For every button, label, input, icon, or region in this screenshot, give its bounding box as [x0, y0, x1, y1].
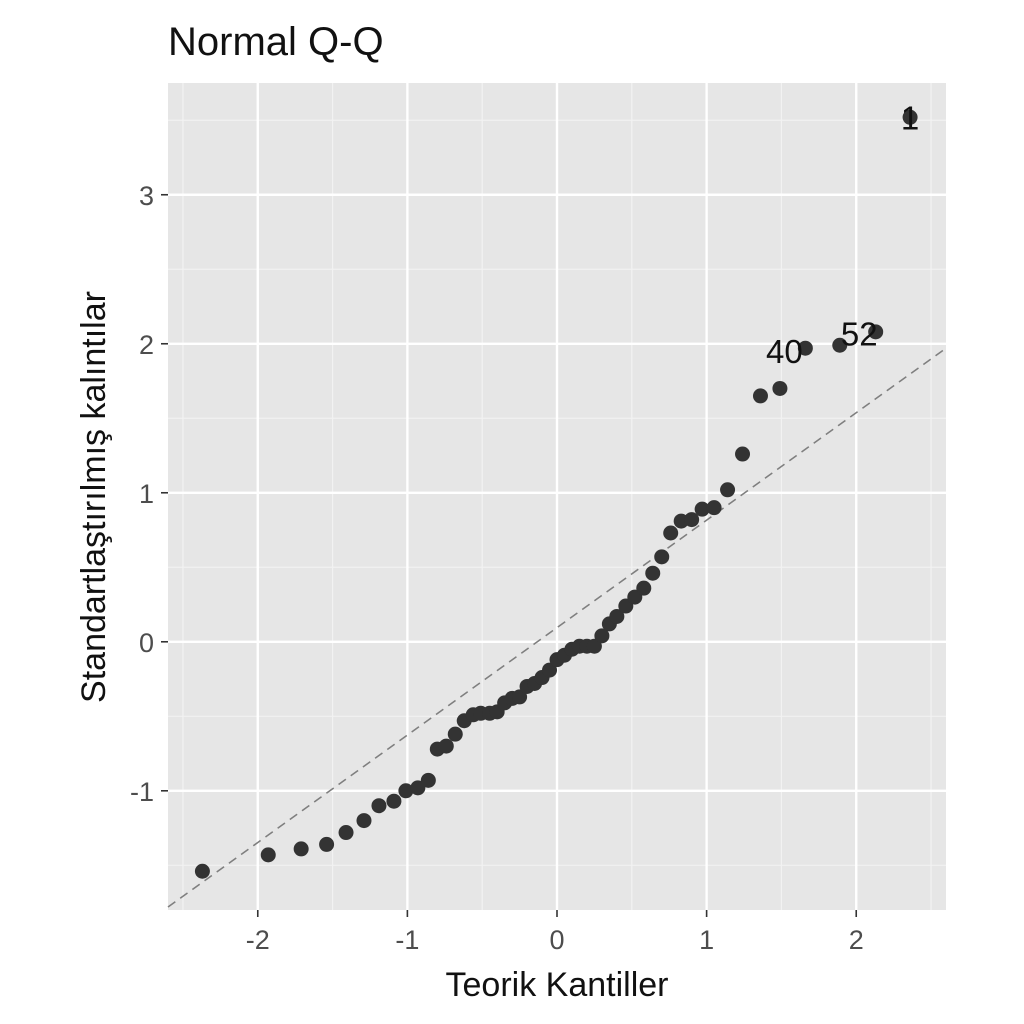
y-tick-label: 2 — [139, 330, 154, 360]
point-labels: 40 52 1 — [766, 99, 919, 370]
data-point — [720, 482, 736, 498]
y-tick-label: 0 — [139, 628, 154, 658]
point-label: 52 — [841, 315, 878, 352]
point-label: 1 — [901, 99, 919, 136]
data-point — [654, 549, 670, 565]
data-point — [594, 628, 610, 644]
data-point — [832, 337, 848, 353]
data-point — [868, 324, 884, 340]
data-point — [735, 446, 751, 462]
data-point — [447, 726, 463, 742]
x-axis: -2 -1 0 1 2 — [246, 910, 864, 955]
data-point — [319, 836, 335, 852]
data-point — [663, 525, 679, 541]
data-point — [902, 109, 918, 125]
data-point — [194, 863, 210, 879]
data-point — [609, 608, 625, 624]
data-point — [338, 825, 354, 841]
point-label: 40 — [766, 333, 803, 370]
x-tick-label: 1 — [699, 925, 714, 955]
data-points — [194, 109, 918, 879]
data-point — [386, 793, 402, 809]
data-point — [438, 738, 454, 754]
data-point — [356, 813, 372, 829]
x-tick-label: -1 — [395, 925, 419, 955]
data-point — [706, 500, 722, 516]
chart-title: Normal Q-Q — [168, 20, 384, 64]
data-point — [512, 689, 528, 705]
y-tick-label: -1 — [130, 777, 154, 807]
data-point — [542, 662, 558, 678]
data-point — [410, 780, 426, 796]
x-tick-label: 0 — [549, 925, 564, 955]
y-tick-label: 3 — [139, 181, 154, 211]
data-point — [694, 501, 710, 517]
y-tick-label: 1 — [139, 479, 154, 509]
x-axis-title: Teorik Kantiller — [446, 966, 669, 1004]
y-axis: -1 0 1 2 3 — [130, 181, 168, 807]
x-tick-label: -2 — [246, 925, 270, 955]
y-axis-title: Standartlaştırılmış kalıntılar — [75, 291, 113, 703]
data-point — [371, 798, 387, 814]
data-point — [293, 841, 309, 857]
data-point — [645, 565, 661, 581]
major-gridlines — [168, 83, 946, 910]
reference-line — [167, 347, 947, 908]
data-point — [797, 340, 813, 356]
x-tick-label: 2 — [849, 925, 864, 955]
data-point — [260, 847, 276, 863]
data-point — [420, 772, 436, 788]
data-point — [586, 638, 602, 654]
data-point — [772, 380, 788, 396]
data-point — [752, 388, 768, 404]
data-point — [684, 512, 700, 528]
data-point — [636, 580, 652, 596]
data-point — [398, 783, 414, 799]
